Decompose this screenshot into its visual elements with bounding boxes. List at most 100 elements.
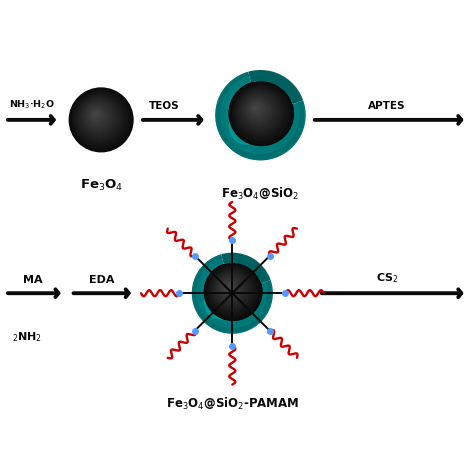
Circle shape	[255, 107, 257, 109]
Circle shape	[220, 279, 239, 298]
Circle shape	[222, 281, 236, 294]
Text: Fe$_3$O$_4$@SiO$_2$-PAMAM: Fe$_3$O$_4$@SiO$_2$-PAMAM	[165, 396, 299, 412]
Circle shape	[219, 277, 241, 300]
Circle shape	[226, 284, 231, 290]
Circle shape	[94, 112, 98, 117]
Wedge shape	[249, 71, 302, 103]
Circle shape	[89, 108, 104, 123]
Circle shape	[230, 82, 292, 144]
Circle shape	[218, 276, 243, 301]
Circle shape	[245, 100, 267, 122]
Circle shape	[204, 287, 237, 319]
Circle shape	[238, 90, 281, 133]
Circle shape	[240, 92, 278, 130]
Circle shape	[233, 85, 288, 140]
Circle shape	[234, 86, 287, 139]
Circle shape	[251, 103, 262, 114]
Circle shape	[242, 94, 274, 127]
Circle shape	[211, 270, 252, 310]
Circle shape	[218, 276, 243, 301]
Circle shape	[87, 105, 108, 127]
Circle shape	[248, 100, 265, 118]
Circle shape	[93, 111, 99, 118]
Circle shape	[85, 104, 110, 129]
Circle shape	[234, 86, 287, 139]
Circle shape	[205, 264, 261, 319]
Circle shape	[209, 267, 256, 315]
Text: Fe$_3$O$_4$@SiO$_2$: Fe$_3$O$_4$@SiO$_2$	[221, 185, 300, 201]
Circle shape	[225, 283, 232, 291]
Circle shape	[201, 262, 261, 322]
Wedge shape	[222, 253, 270, 293]
Circle shape	[210, 271, 250, 311]
Circle shape	[73, 91, 128, 147]
Circle shape	[230, 82, 292, 144]
Circle shape	[231, 85, 286, 141]
Circle shape	[90, 109, 103, 122]
Text: APTES: APTES	[368, 101, 406, 111]
Circle shape	[242, 94, 276, 128]
Circle shape	[239, 91, 280, 132]
Circle shape	[221, 279, 238, 297]
Circle shape	[204, 263, 262, 320]
Circle shape	[81, 100, 117, 136]
Circle shape	[254, 106, 258, 110]
Circle shape	[236, 88, 284, 137]
Circle shape	[89, 107, 105, 124]
Circle shape	[77, 96, 122, 140]
Circle shape	[217, 275, 244, 302]
Circle shape	[246, 98, 269, 121]
Circle shape	[219, 277, 241, 300]
Text: $_2$NH$_2$: $_2$NH$_2$	[12, 331, 42, 345]
Circle shape	[239, 91, 280, 132]
Circle shape	[206, 266, 255, 316]
Circle shape	[255, 107, 257, 109]
Circle shape	[245, 97, 271, 123]
Circle shape	[211, 269, 253, 311]
Circle shape	[242, 94, 276, 128]
Circle shape	[240, 95, 274, 128]
Circle shape	[215, 273, 247, 306]
Circle shape	[245, 97, 271, 123]
Circle shape	[75, 94, 124, 143]
Circle shape	[216, 71, 305, 160]
Circle shape	[209, 267, 256, 315]
Circle shape	[78, 97, 120, 139]
Circle shape	[236, 88, 283, 136]
Circle shape	[226, 81, 292, 147]
Circle shape	[236, 90, 280, 135]
Circle shape	[251, 103, 262, 114]
Circle shape	[223, 282, 235, 293]
Circle shape	[214, 275, 244, 305]
Circle shape	[210, 268, 254, 312]
Circle shape	[216, 275, 245, 303]
Circle shape	[209, 268, 255, 313]
Circle shape	[210, 268, 254, 312]
Circle shape	[247, 100, 267, 119]
Circle shape	[94, 113, 97, 115]
Circle shape	[221, 279, 238, 297]
Circle shape	[225, 283, 232, 291]
Circle shape	[229, 82, 293, 146]
Circle shape	[91, 110, 102, 120]
Circle shape	[227, 285, 230, 289]
Circle shape	[247, 99, 268, 120]
Circle shape	[254, 106, 258, 110]
Circle shape	[220, 279, 239, 298]
Circle shape	[250, 102, 263, 115]
Circle shape	[232, 84, 290, 142]
Circle shape	[243, 95, 273, 125]
Circle shape	[227, 285, 230, 289]
Circle shape	[88, 106, 107, 126]
Circle shape	[248, 100, 265, 118]
Text: TEOS: TEOS	[149, 101, 180, 111]
Circle shape	[211, 270, 252, 310]
Circle shape	[86, 105, 109, 128]
Circle shape	[231, 83, 291, 143]
Text: Fe$_3$O$_4$: Fe$_3$O$_4$	[80, 177, 123, 192]
Circle shape	[242, 94, 274, 127]
Circle shape	[249, 101, 264, 117]
Circle shape	[208, 266, 257, 316]
Circle shape	[207, 265, 258, 317]
Circle shape	[80, 99, 118, 137]
